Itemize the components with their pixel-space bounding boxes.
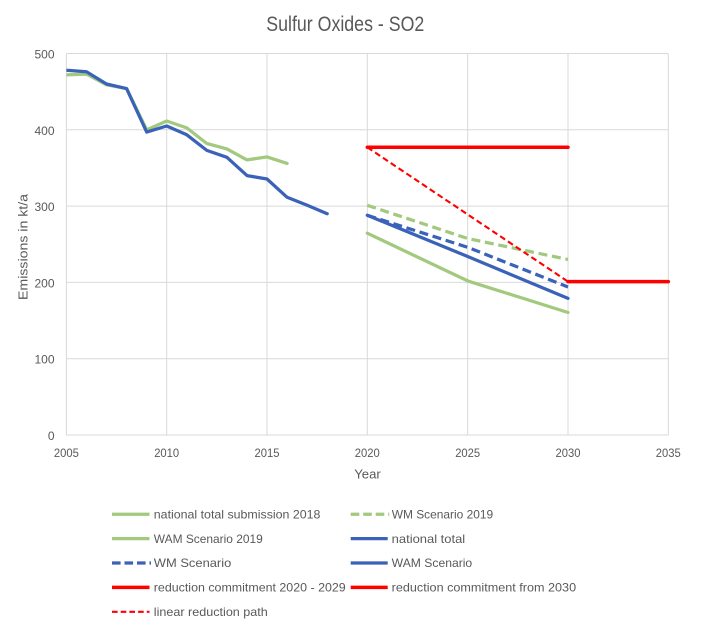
svg-text:300: 300: [34, 200, 54, 214]
svg-text:WAM Scenario 2019: WAM Scenario 2019: [154, 532, 263, 546]
svg-text:Sulfur Oxides - SO2: Sulfur Oxides - SO2: [266, 13, 424, 36]
svg-text:100: 100: [34, 353, 54, 367]
svg-text:500: 500: [34, 48, 54, 62]
svg-text:linear reduction path: linear reduction path: [154, 605, 268, 619]
svg-text:2010: 2010: [154, 446, 179, 460]
svg-text:Emissions in kt/a: Emissions in kt/a: [16, 193, 31, 300]
svg-text:national total submission 2018: national total submission 2018: [154, 507, 321, 521]
svg-text:2035: 2035: [656, 446, 681, 460]
svg-text:2015: 2015: [255, 446, 280, 460]
svg-text:WAM Scenario: WAM Scenario: [392, 556, 473, 570]
svg-text:WM Scenario 2019: WM Scenario 2019: [392, 507, 494, 521]
svg-text:2025: 2025: [455, 446, 480, 460]
svg-text:400: 400: [34, 124, 54, 138]
svg-text:2020: 2020: [355, 446, 380, 460]
svg-text:2005: 2005: [54, 446, 79, 460]
svg-text:200: 200: [34, 276, 54, 290]
svg-text:reduction commitment 2020 - 20: reduction commitment 2020 - 2029: [154, 581, 346, 595]
svg-text:0: 0: [48, 429, 55, 443]
svg-text:national total: national total: [392, 532, 466, 546]
svg-text:reduction commitment from 2030: reduction commitment from 2030: [392, 581, 577, 595]
svg-text:2030: 2030: [556, 446, 581, 460]
svg-text:WM Scenario: WM Scenario: [154, 556, 232, 570]
svg-text:Year: Year: [354, 468, 381, 482]
